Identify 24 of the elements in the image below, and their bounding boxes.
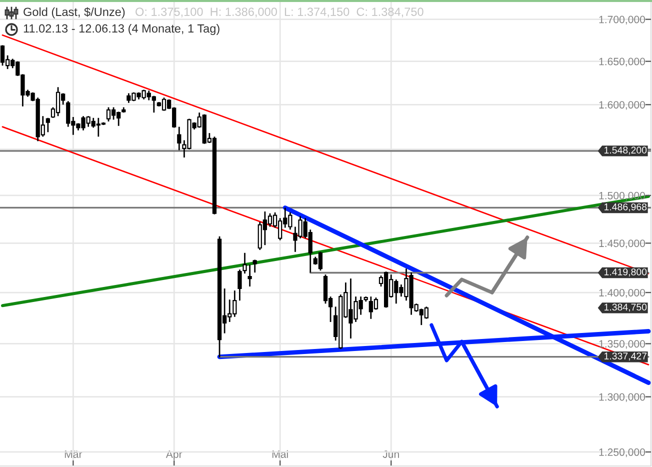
y-tick-label: 1.350,000 xyxy=(599,340,646,349)
y-tick-label: 1.600,000 xyxy=(599,101,646,110)
candlestick xyxy=(238,268,242,302)
y-tick-label: 1.300,000 xyxy=(599,393,646,402)
annotation: O: 1.375,100 H: 1.386,000 L: 1.374,150 C: 1.384,750 xyxy=(136,8,424,18)
candlestick xyxy=(177,126,182,151)
candlestick xyxy=(252,259,257,274)
y-tick-label: 1.450,000 xyxy=(599,240,646,248)
y-tick-label: 1.250,000 xyxy=(599,448,646,458)
chart-title: Gold (Last, $/Unze) xyxy=(24,7,125,18)
y-tick-label: 1.500,000 xyxy=(599,192,646,201)
ref-line-label: 1.548,200 xyxy=(604,146,647,155)
y-tick-label: 1.700,000 xyxy=(599,16,646,25)
candlestick xyxy=(248,264,252,288)
series-label: 1.337,427 xyxy=(604,352,647,361)
text: 11.02.13 - 12.06.13 (4 Monate, 1 Tag) xyxy=(24,24,220,36)
candlestick xyxy=(46,117,50,133)
line-series xyxy=(444,236,530,298)
annotation: 1.384,750 xyxy=(604,304,647,312)
y-tick-label: 1.400,000 xyxy=(599,288,646,298)
series-label: 1.419,800 xyxy=(604,268,647,277)
y-tick-label: 1.650,000 xyxy=(599,58,646,67)
candlestick xyxy=(242,252,247,274)
ref-line-label: 1.486,968 xyxy=(604,203,647,212)
